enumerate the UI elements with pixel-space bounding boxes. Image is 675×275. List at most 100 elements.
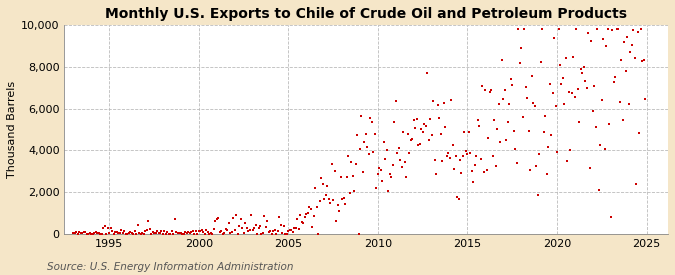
- Point: [513, 27, 524, 31]
- Point: [194, 228, 205, 233]
- Point: [132, 222, 143, 227]
- Point: [248, 226, 259, 231]
- Point: [263, 230, 274, 234]
- Point: [157, 232, 168, 236]
- Point: [544, 82, 555, 86]
- Point: [578, 65, 589, 69]
- Point: [468, 180, 479, 184]
- Point: [628, 28, 639, 32]
- Point: [84, 231, 95, 235]
- Point: [435, 131, 446, 136]
- Point: [395, 158, 406, 162]
- Point: [288, 230, 298, 234]
- Point: [480, 88, 491, 92]
- Point: [86, 232, 97, 236]
- Point: [253, 226, 264, 230]
- Point: [508, 129, 519, 133]
- Point: [602, 27, 613, 31]
- Point: [580, 79, 591, 83]
- Point: [274, 215, 285, 219]
- Point: [398, 130, 408, 134]
- Point: [268, 229, 279, 234]
- Point: [458, 154, 468, 158]
- Point: [529, 103, 540, 108]
- Point: [273, 229, 284, 233]
- Point: [97, 232, 107, 236]
- Point: [604, 122, 615, 127]
- Point: [591, 125, 601, 130]
- Point: [242, 228, 253, 233]
- Point: [577, 70, 588, 75]
- Point: [205, 231, 216, 236]
- Point: [146, 232, 157, 236]
- Point: [541, 172, 552, 176]
- Point: [434, 116, 445, 120]
- Point: [316, 176, 327, 180]
- Point: [199, 232, 210, 236]
- Point: [153, 230, 164, 235]
- Point: [619, 40, 630, 44]
- Point: [428, 99, 439, 103]
- Point: [320, 193, 331, 197]
- Point: [144, 227, 155, 231]
- Point: [485, 90, 495, 95]
- Point: [523, 129, 534, 133]
- Point: [325, 201, 335, 205]
- Point: [421, 124, 431, 128]
- Point: [551, 150, 562, 154]
- Point: [371, 185, 382, 190]
- Point: [294, 227, 304, 231]
- Point: [387, 163, 398, 167]
- Point: [108, 232, 119, 236]
- Point: [630, 182, 641, 186]
- Point: [477, 84, 488, 89]
- Point: [526, 74, 537, 78]
- Point: [356, 114, 367, 118]
- Point: [186, 230, 196, 234]
- Point: [452, 195, 462, 199]
- Point: [227, 216, 238, 221]
- Point: [232, 232, 243, 236]
- Point: [414, 142, 425, 146]
- Point: [317, 181, 328, 186]
- Point: [568, 54, 579, 59]
- Point: [198, 230, 209, 234]
- Point: [237, 226, 248, 230]
- Point: [307, 224, 318, 229]
- Point: [507, 83, 518, 87]
- Point: [510, 147, 520, 151]
- Point: [104, 231, 115, 235]
- Point: [537, 27, 547, 31]
- Point: [88, 232, 99, 236]
- Point: [566, 91, 577, 95]
- Point: [506, 77, 516, 82]
- Point: [576, 67, 587, 72]
- Point: [136, 231, 147, 235]
- Point: [622, 34, 632, 39]
- Point: [304, 204, 315, 209]
- Point: [565, 148, 576, 152]
- Point: [142, 219, 153, 223]
- Point: [562, 159, 573, 163]
- Point: [408, 118, 419, 122]
- Point: [367, 120, 377, 124]
- Point: [607, 28, 618, 32]
- Point: [377, 179, 387, 183]
- Point: [182, 231, 192, 235]
- Point: [80, 229, 90, 234]
- Point: [407, 137, 418, 141]
- Point: [214, 230, 225, 234]
- Point: [333, 209, 344, 214]
- Point: [258, 231, 269, 235]
- Point: [517, 115, 528, 119]
- Point: [250, 223, 261, 227]
- Point: [105, 226, 116, 230]
- Point: [275, 223, 286, 228]
- Point: [315, 199, 325, 203]
- Point: [422, 71, 433, 75]
- Point: [219, 231, 230, 235]
- Point: [305, 207, 316, 211]
- Point: [120, 232, 131, 236]
- Point: [70, 231, 80, 235]
- Point: [464, 130, 475, 134]
